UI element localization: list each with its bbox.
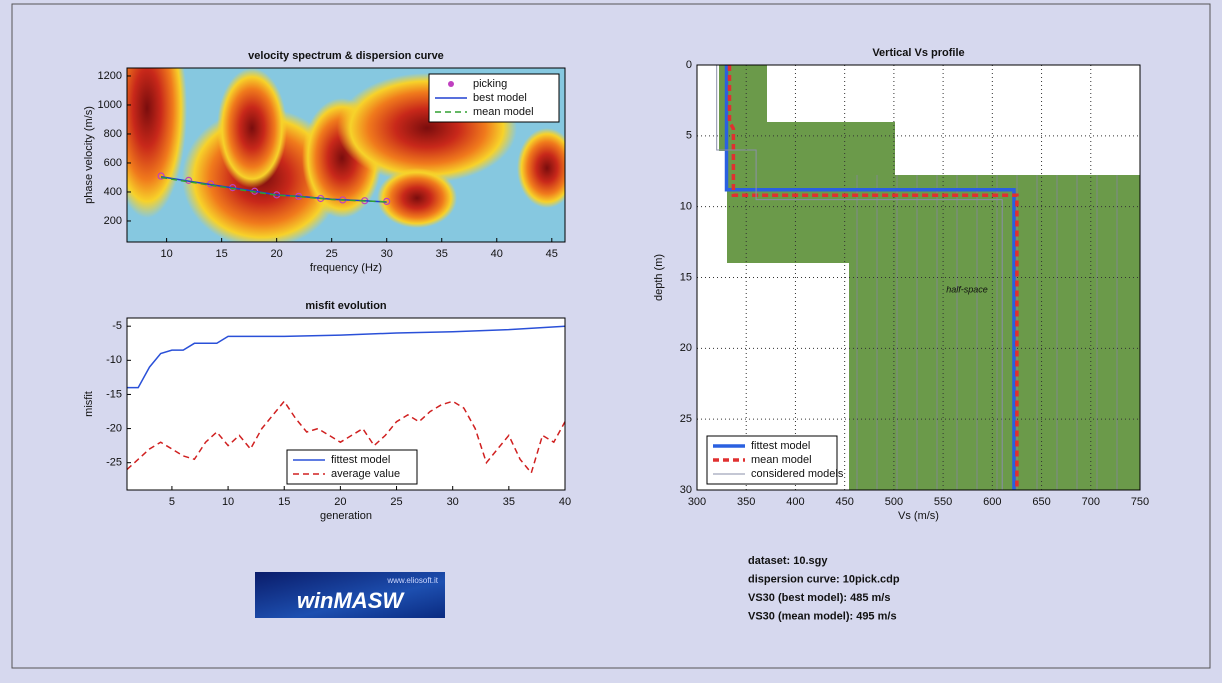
x-axis-label: frequency (Hz): [310, 262, 382, 274]
plot-frame: [696, 64, 1141, 491]
heatmap-blob: [517, 128, 565, 208]
heatmap-blob: [127, 68, 187, 218]
legend-label: picking: [473, 78, 507, 90]
y-axis-label: phase velocity (m/s): [83, 106, 95, 204]
heatmap-blob: [377, 168, 457, 228]
info-line: VS30 (mean model): 495 m/s: [748, 610, 897, 622]
x-tick-label: 35: [436, 248, 448, 260]
x-tick-label: 600: [983, 496, 1001, 508]
legend-label: mean model: [473, 106, 534, 118]
frame: [11, 3, 1211, 669]
x-tick-label: 400: [786, 496, 804, 508]
y-axis-label: depth (m): [653, 254, 665, 301]
x-tick-label: 45: [546, 248, 558, 260]
x-axis-label: Vs (m/s): [898, 510, 939, 522]
legend-label: mean model: [751, 454, 812, 466]
plot-clip: [127, 68, 565, 242]
info-line: dataset: 10.sgy: [748, 555, 828, 567]
logo-url: www.eliosoft.it: [386, 576, 438, 585]
y-tick-label: 800: [104, 128, 122, 140]
y-tick-label: -10: [106, 354, 122, 366]
series-line: [160, 176, 387, 203]
x-tick-label: 15: [278, 496, 290, 508]
y-tick-label: 30: [680, 484, 692, 496]
logo-name: winMASW: [297, 588, 406, 613]
logo-box: [255, 572, 445, 618]
legend-label: fittest model: [331, 454, 390, 466]
x-tick-label: 20: [271, 248, 283, 260]
y-tick-label: 1200: [98, 70, 122, 82]
chart-title: Vertical Vs profile: [872, 47, 964, 59]
y-tick-label: -25: [106, 457, 122, 469]
x-tick-label: 500: [885, 496, 903, 508]
x-tick-label: 40: [559, 496, 571, 508]
y-tick-label: 400: [104, 186, 122, 198]
x-tick-label: 10: [160, 248, 172, 260]
y-tick-label: 1000: [98, 99, 122, 111]
x-tick-label: 25: [326, 248, 338, 260]
x-tick-label: 30: [381, 248, 393, 260]
heatmap-blob: [217, 68, 287, 188]
y-tick-label: 0: [686, 59, 692, 71]
x-tick-label: 5: [169, 496, 175, 508]
x-tick-label: 40: [491, 248, 503, 260]
legend-label: average value: [331, 468, 400, 480]
logo: www.eliosoft.it winMASW: [255, 572, 445, 618]
x-axis-label: generation: [320, 510, 372, 522]
y-tick-label: 200: [104, 215, 122, 227]
info-line: VS30 (best model): 485 m/s: [748, 592, 890, 604]
legend-label: considered models: [751, 468, 844, 480]
series-line: [727, 65, 1019, 490]
y-tick-label: -15: [106, 388, 122, 400]
info-block: dataset: 10.sgy dispersion curve: 10pick.…: [748, 555, 900, 623]
y-tick-label: 10: [680, 201, 692, 213]
y-tick-label: 20: [680, 342, 692, 354]
x-tick-label: 350: [737, 496, 755, 508]
legend-box: [286, 449, 418, 485]
legend-label: best model: [473, 92, 527, 104]
series-line: [127, 325, 566, 389]
annotation: half-space: [946, 284, 988, 294]
x-tick-label: 35: [503, 496, 515, 508]
plot-frame: [126, 67, 566, 243]
y-axis-label: misfit: [83, 391, 95, 417]
x-tick-label: 650: [1032, 496, 1050, 508]
chart-title: misfit evolution: [305, 300, 387, 312]
chart-title: velocity spectrum & dispersion curve: [248, 50, 444, 62]
plot-frame: [126, 317, 566, 491]
info-line: dispersion curve: 10pick.cdp: [748, 573, 900, 585]
x-tick-label: 15: [216, 248, 228, 260]
y-tick-label: -20: [106, 422, 122, 434]
point: [157, 172, 165, 180]
x-tick-label: 30: [447, 496, 459, 508]
x-tick-label: 750: [1131, 496, 1149, 508]
series-line: [126, 400, 566, 475]
chart: misfit evolution generation misfit 5 10 15 20 2…: [83, 300, 571, 522]
legend-swatch: [448, 81, 454, 87]
x-tick-label: 300: [688, 496, 706, 508]
x-tick-label: 700: [1082, 496, 1100, 508]
chart: velocity spectrum & dispersion curve freq…: [83, 50, 566, 274]
x-tick-label: 20: [334, 496, 346, 508]
series-line: [716, 65, 1003, 490]
x-tick-label: 450: [835, 496, 853, 508]
x-tick-label: 550: [934, 496, 952, 508]
y-tick-label: 25: [680, 413, 692, 425]
x-tick-label: 10: [222, 496, 234, 508]
series-line: [724, 65, 1016, 490]
y-tick-label: 5: [686, 130, 692, 142]
y-tick-label: -5: [112, 320, 122, 332]
y-tick-label: 15: [680, 271, 692, 283]
y-tick-label: 600: [104, 157, 122, 169]
legend-label: fittest model: [751, 440, 810, 452]
x-tick-label: 25: [390, 496, 402, 508]
